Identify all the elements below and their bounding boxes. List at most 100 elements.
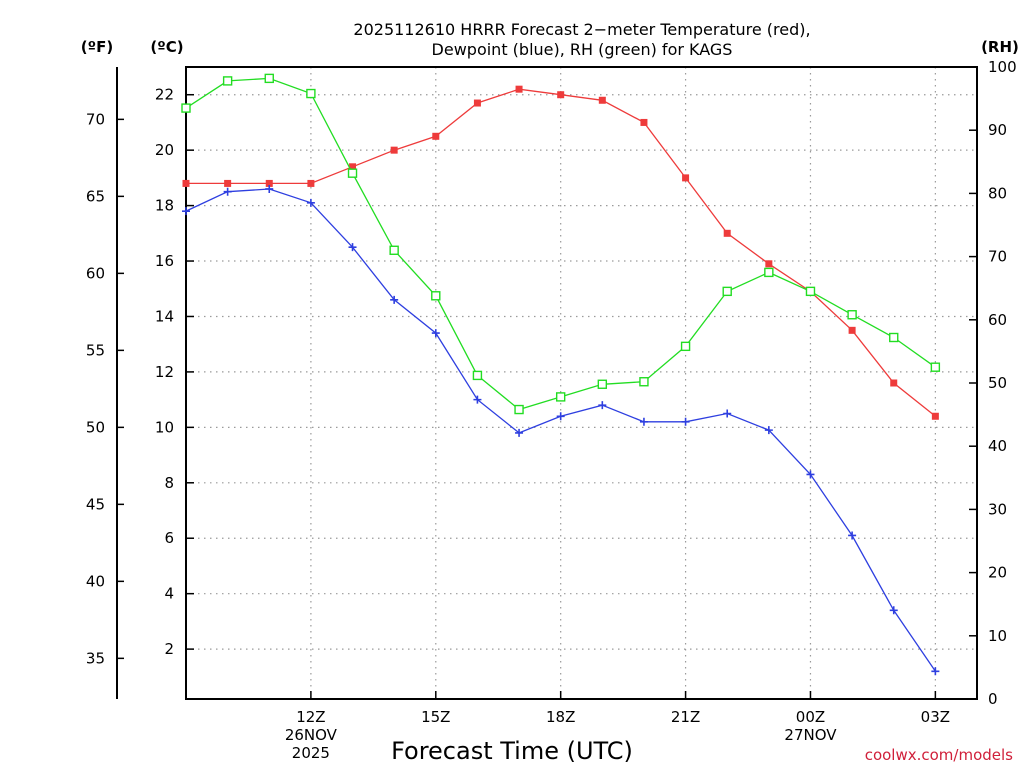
- dewpoint-point: [681, 417, 690, 426]
- temperature-point: [682, 174, 690, 182]
- fahrenheit-tick-label: 55: [86, 341, 105, 359]
- rh-point: [764, 267, 774, 278]
- rh-point: [805, 286, 816, 297]
- rh-tick-label: 100: [988, 58, 1017, 76]
- celsius-tick-label: 22: [155, 86, 174, 104]
- fahrenheit-axis-label: (ºF): [81, 38, 113, 56]
- temperature-point: [515, 85, 523, 93]
- dewpoint-point: [182, 207, 190, 216]
- x-tick-label: 27NOV: [784, 726, 837, 744]
- dewpoint-point: [515, 428, 524, 437]
- rh-tick-label: 60: [988, 311, 1007, 329]
- rh-point: [555, 392, 566, 402]
- temperature-point: [307, 179, 315, 187]
- celsius-tick-label: 8: [164, 474, 174, 492]
- chart-title-line1: 2025112610 HRRR Forecast 2−meter Tempera…: [353, 20, 810, 39]
- fahrenheit-tick-label: 45: [86, 495, 105, 513]
- dewpoint-point: [265, 184, 274, 193]
- rh-tick-label: 90: [988, 121, 1007, 139]
- rh-point: [264, 73, 274, 84]
- rh-point: [597, 379, 608, 389]
- fahrenheit-tick-label: 50: [86, 418, 105, 436]
- fahrenheit-tick-label: 35: [86, 649, 105, 667]
- rh-tick-label: 0: [988, 690, 998, 708]
- dewpoint-point: [556, 412, 565, 421]
- axes: 2 4 6 8 10 12 14 16 18 20 22 35 40 45 50 55 60 65 70 0 10 20 3…: [86, 58, 1017, 762]
- rh-point: [472, 370, 483, 381]
- dewpoint-point: [931, 667, 940, 676]
- fahrenheit-tick-label: 70: [86, 110, 105, 128]
- celsius-tick-label: 4: [164, 585, 174, 603]
- celsius-tick-label: 2: [164, 640, 174, 658]
- temperature-point: [640, 118, 648, 126]
- x-axis-title: Forecast Time (UTC): [391, 737, 633, 765]
- rh-point: [306, 88, 316, 99]
- temperature-point: [557, 91, 565, 99]
- rh-tick-label: 40: [988, 437, 1007, 455]
- rh-axis-label: (RH): [981, 38, 1019, 56]
- celsius-tick-label: 14: [155, 307, 174, 325]
- dewpoint-point: [848, 531, 857, 540]
- rh-point: [639, 377, 649, 387]
- temperature-point: [598, 96, 606, 104]
- dewpoint-point: [889, 606, 898, 615]
- series-layer: [181, 73, 941, 676]
- x-tick-label: 03Z: [921, 708, 950, 726]
- temperature-point: [723, 229, 731, 237]
- rh-point: [847, 310, 857, 320]
- rh-point: [680, 341, 691, 352]
- rh-point: [889, 332, 899, 343]
- dewpoint-point: [431, 329, 440, 338]
- temperature-point: [390, 146, 398, 154]
- rh-tick-label: 30: [988, 500, 1007, 518]
- rh-point: [389, 245, 399, 255]
- fahrenheit-tick-label: 65: [86, 187, 105, 205]
- dewpoint-point: [348, 243, 357, 252]
- dewpoint-point: [473, 395, 482, 404]
- rh-point: [722, 286, 732, 297]
- dewpoint-point: [390, 295, 399, 304]
- temperature-point: [349, 163, 357, 171]
- dewpoint-point: [764, 426, 773, 435]
- rh-point: [514, 404, 524, 415]
- temperature-point: [765, 260, 773, 268]
- rh-tick-label: 20: [988, 564, 1007, 582]
- celsius-tick-label: 20: [155, 141, 174, 159]
- x-tick-label: 00Z: [796, 708, 825, 726]
- rh-point: [930, 362, 941, 372]
- rh-point: [222, 76, 233, 86]
- x-tick-label: 21Z: [671, 708, 700, 726]
- temperature-point: [890, 379, 898, 387]
- temperature-point: [224, 179, 232, 187]
- plot-frame: [185, 66, 978, 700]
- dewpoint-point: [223, 187, 232, 196]
- dewpoint-point: [639, 417, 648, 426]
- x-tick-label: 15Z: [421, 708, 450, 726]
- temperature-point: [931, 412, 939, 420]
- dewpoint-point: [306, 198, 315, 207]
- chart-title-line2: Dewpoint (blue), RH (green) for KAGS: [432, 40, 733, 59]
- x-tick-label: 18Z: [546, 708, 575, 726]
- rh-point: [431, 291, 441, 301]
- dewpoint-point: [598, 401, 607, 410]
- rh-point: [347, 168, 358, 178]
- dewpoint-point: [723, 409, 732, 418]
- rh-tick-label: 50: [988, 374, 1007, 392]
- celsius-tick-label: 12: [155, 363, 174, 381]
- temperature-point: [265, 179, 273, 187]
- x-tick-label: 2025: [292, 744, 330, 762]
- celsius-tick-label: 18: [155, 197, 174, 215]
- dewpoint-point: [806, 470, 815, 479]
- credit-text: coolwx.com/models: [865, 746, 1013, 764]
- temperature-point: [473, 99, 481, 107]
- rh-point: [181, 103, 191, 113]
- x-tick-label: 26NOV: [285, 726, 338, 744]
- temperature-point: [182, 179, 190, 187]
- celsius-tick-label: 10: [155, 418, 174, 436]
- temperature-point: [848, 326, 856, 334]
- temperature-point: [432, 132, 440, 140]
- rh-tick-label: 70: [988, 248, 1007, 266]
- x-tick-label: 12Z: [296, 708, 325, 726]
- fahrenheit-tick-label: 60: [86, 264, 105, 282]
